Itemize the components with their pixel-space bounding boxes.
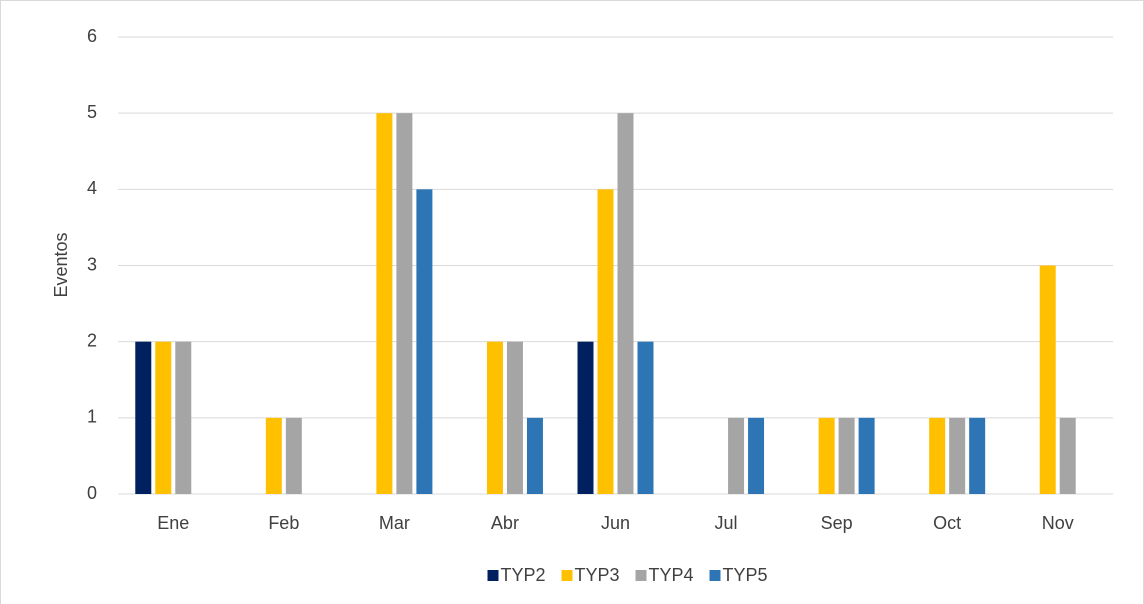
- x-tick-label: Ene: [157, 513, 189, 533]
- y-tick-label: 0: [87, 483, 97, 503]
- y-tick-label: 2: [87, 330, 97, 350]
- x-tick-label: Jun: [601, 513, 630, 533]
- y-tick-label: 4: [87, 178, 97, 198]
- bar: [858, 417, 875, 494]
- legend-swatch: [709, 570, 721, 581]
- bar: [135, 341, 152, 494]
- bar: [818, 417, 835, 494]
- bar: [597, 189, 614, 495]
- bar: [838, 417, 855, 494]
- bar: [376, 113, 393, 495]
- bar: [728, 417, 745, 494]
- bar: [577, 341, 594, 494]
- x-tick-label: Jul: [715, 513, 738, 533]
- legend-label: TYP2: [501, 565, 546, 585]
- legend-label: TYP5: [723, 565, 768, 585]
- y-tick-label: 3: [87, 254, 97, 274]
- bar: [285, 417, 302, 494]
- bar: [949, 417, 966, 494]
- x-tick-label: Oct: [933, 513, 961, 533]
- bar: [526, 417, 543, 494]
- legend-label: TYP4: [649, 565, 694, 585]
- legend-label: TYP3: [575, 565, 620, 585]
- bar: [1059, 417, 1076, 494]
- bar: [637, 341, 654, 494]
- bar: [486, 341, 503, 494]
- legend-swatch: [635, 570, 647, 581]
- x-tick-label: Mar: [379, 513, 410, 533]
- bar: [175, 341, 192, 494]
- bar: [748, 417, 765, 494]
- bar: [265, 417, 282, 494]
- y-tick-label: 6: [87, 26, 97, 46]
- bar: [506, 341, 523, 494]
- bar: [969, 417, 986, 494]
- legend-swatch: [561, 570, 573, 581]
- y-tick-label: 5: [87, 102, 97, 122]
- bar: [929, 417, 946, 494]
- bar: [1039, 265, 1056, 494]
- x-tick-label: Sep: [821, 513, 853, 533]
- bar: [155, 341, 172, 494]
- x-tick-label: Abr: [491, 513, 519, 533]
- y-tick-label: 1: [87, 407, 97, 427]
- legend-swatch: [487, 570, 499, 581]
- y-axis-label: Eventos: [51, 232, 71, 297]
- bar: [617, 113, 634, 495]
- bar: [396, 113, 413, 495]
- x-tick-label: Feb: [268, 513, 299, 533]
- bar: [416, 189, 433, 495]
- x-tick-label: Nov: [1042, 513, 1074, 533]
